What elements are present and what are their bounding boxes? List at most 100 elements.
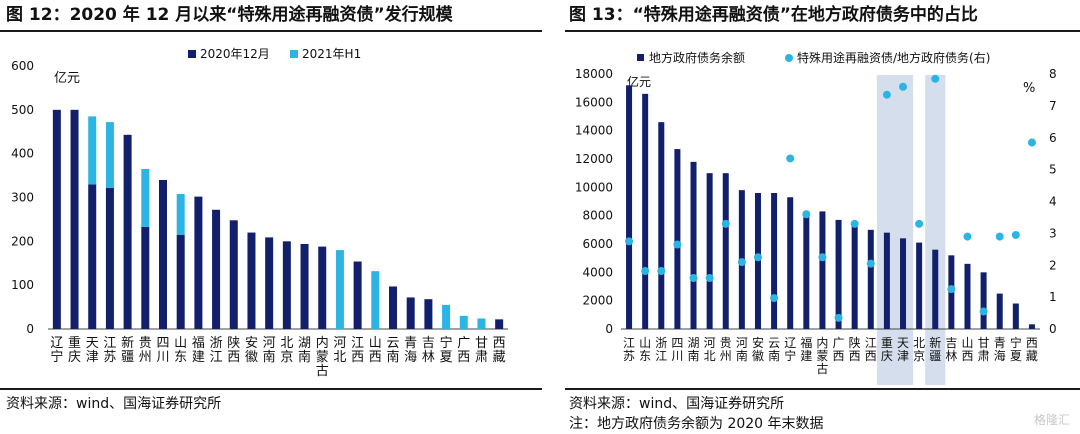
bar-2020-12 xyxy=(424,299,433,329)
x-tick-label: 青海 xyxy=(404,336,417,365)
bar-debt-balance xyxy=(722,173,729,329)
bar-debt-balance xyxy=(883,232,890,329)
bar-2021-h1 xyxy=(477,318,486,329)
x-tick-label: 浙江 xyxy=(655,336,667,363)
legend-label-2020-12: 2020年12月 xyxy=(200,47,270,61)
y-tick-label-left: 16000 xyxy=(575,95,613,109)
y-tick-label-right: 2 xyxy=(1049,258,1057,272)
x-tick-label: 宁夏 xyxy=(440,335,453,365)
x-tick-label: 安徽 xyxy=(245,336,258,365)
x-tick-label: 福建 xyxy=(800,335,812,363)
y-tick-label-left: 12000 xyxy=(575,152,613,166)
x-tick-label: 宁夏 xyxy=(1010,335,1022,363)
x-tick-label: 江西 xyxy=(865,336,877,363)
point-ratio xyxy=(963,232,972,241)
point-ratio xyxy=(641,266,650,275)
y-unit-label-left: 亿元 xyxy=(627,74,651,89)
y-tick-label-left: 4000 xyxy=(582,265,613,279)
bar-2020-12 xyxy=(212,209,221,329)
bar-2020-12 xyxy=(247,232,256,329)
legend-label-ratio: 特殊用途再融资债/地方政府债务(右) xyxy=(797,50,990,65)
bar-debt-balance xyxy=(900,238,907,329)
y-tick-label-right: 3 xyxy=(1049,226,1057,240)
point-ratio xyxy=(786,154,795,163)
bar-2021-h1 xyxy=(442,304,451,329)
y-tick-label: 500 xyxy=(11,103,34,117)
bar-2021-h1 xyxy=(141,169,150,227)
x-tick-label: 江西 xyxy=(351,336,364,365)
legend-swatch-2021-h1 xyxy=(290,50,298,58)
x-tick-label: 辽宁 xyxy=(50,336,63,365)
x-tick-label: 甘肃 xyxy=(978,336,990,363)
bar-debt-balance xyxy=(787,197,794,329)
bar-debt-balance xyxy=(626,85,633,329)
right-chart-title: 图 13：“特殊用途再融资债”在地方政府债务中的占比 xyxy=(569,5,978,25)
point-ratio xyxy=(866,259,875,268)
point-ratio xyxy=(931,74,940,83)
bar-debt-balance xyxy=(835,219,842,329)
point-ratio xyxy=(850,219,859,228)
bar-2021-h1 xyxy=(105,122,114,188)
x-tick-label: 重庆 xyxy=(881,336,893,363)
point-ratio xyxy=(899,82,908,91)
legend-swatch-debt-balance xyxy=(637,54,644,61)
y-tick-label: 100 xyxy=(11,278,34,292)
x-tick-label: 山东 xyxy=(174,336,187,365)
bar-debt-balance xyxy=(642,93,649,329)
point-ratio xyxy=(915,219,924,228)
bar-2020-12 xyxy=(282,241,291,329)
bar-2020-12 xyxy=(353,261,362,329)
bar-2020-12 xyxy=(229,220,238,329)
bar-debt-balance xyxy=(1012,303,1019,329)
x-tick-label: 河北 xyxy=(333,336,346,365)
bar-2020-12 xyxy=(300,243,309,329)
y-tick-label: 400 xyxy=(11,147,34,161)
left-chart-title: 图 12：2020 年 12 月以来“特殊用途再融资债”发行规模 xyxy=(6,5,453,25)
point-ratio xyxy=(1011,230,1020,239)
point-ratio xyxy=(1027,138,1036,147)
x-tick-label: 甘肃 xyxy=(475,336,488,365)
x-tick-label: 福建 xyxy=(192,336,205,365)
left-bar-chart: 2020年12月 2021年H1 0 100 200 300 400 500 600 亿元辽宁重庆… xyxy=(11,47,508,379)
y-tick-label: 200 xyxy=(11,234,34,248)
legend-swatch-ratio xyxy=(785,54,793,62)
highlight-band xyxy=(925,75,946,385)
legend-swatch-2020-12 xyxy=(188,50,196,58)
y-tick-label-left: 8000 xyxy=(582,209,613,223)
x-tick-label: 浙江 xyxy=(210,336,223,365)
bar-2020-12 xyxy=(141,226,150,329)
right-title-rule xyxy=(565,30,1080,32)
x-tick-label: 广西 xyxy=(457,336,470,365)
y-tick-label: 600 xyxy=(11,59,34,73)
x-tick-label: 江苏 xyxy=(103,336,116,365)
y-tick-label-right: 0 xyxy=(1049,322,1057,336)
y-tick-label-right: 6 xyxy=(1049,131,1057,145)
bar-debt-balance xyxy=(674,149,681,329)
point-ratio xyxy=(818,253,827,262)
y-tick-label-right: 7 xyxy=(1049,99,1057,113)
point-ratio xyxy=(753,253,762,262)
x-tick-label: 新疆 xyxy=(929,335,941,363)
bar-debt-balance xyxy=(706,173,713,329)
bar-2021-h1 xyxy=(88,116,97,185)
point-ratio xyxy=(802,210,811,219)
bar-2020-12 xyxy=(495,319,504,329)
highlight-band xyxy=(876,75,914,385)
x-tick-label: 广西 xyxy=(833,336,845,363)
point-ratio xyxy=(995,232,1004,241)
x-tick-label: 云南 xyxy=(386,336,399,365)
y-tick-label-right: 1 xyxy=(1049,290,1057,304)
x-tick-label: 江苏 xyxy=(623,336,635,363)
y-tick-label-right: 4 xyxy=(1049,195,1057,209)
bar-2020-12 xyxy=(105,187,114,329)
bar-2020-12 xyxy=(176,234,185,329)
x-tick-label: 北京 xyxy=(913,336,925,363)
x-tick-label: 西藏 xyxy=(493,336,506,365)
point-ratio xyxy=(689,274,698,282)
bar-2020-12 xyxy=(265,237,274,329)
bar-2020-12 xyxy=(88,184,97,329)
right-footer-rule xyxy=(565,388,1080,390)
point-ratio xyxy=(882,90,891,99)
point-ratio xyxy=(737,258,746,267)
bar-debt-balance xyxy=(916,242,923,329)
